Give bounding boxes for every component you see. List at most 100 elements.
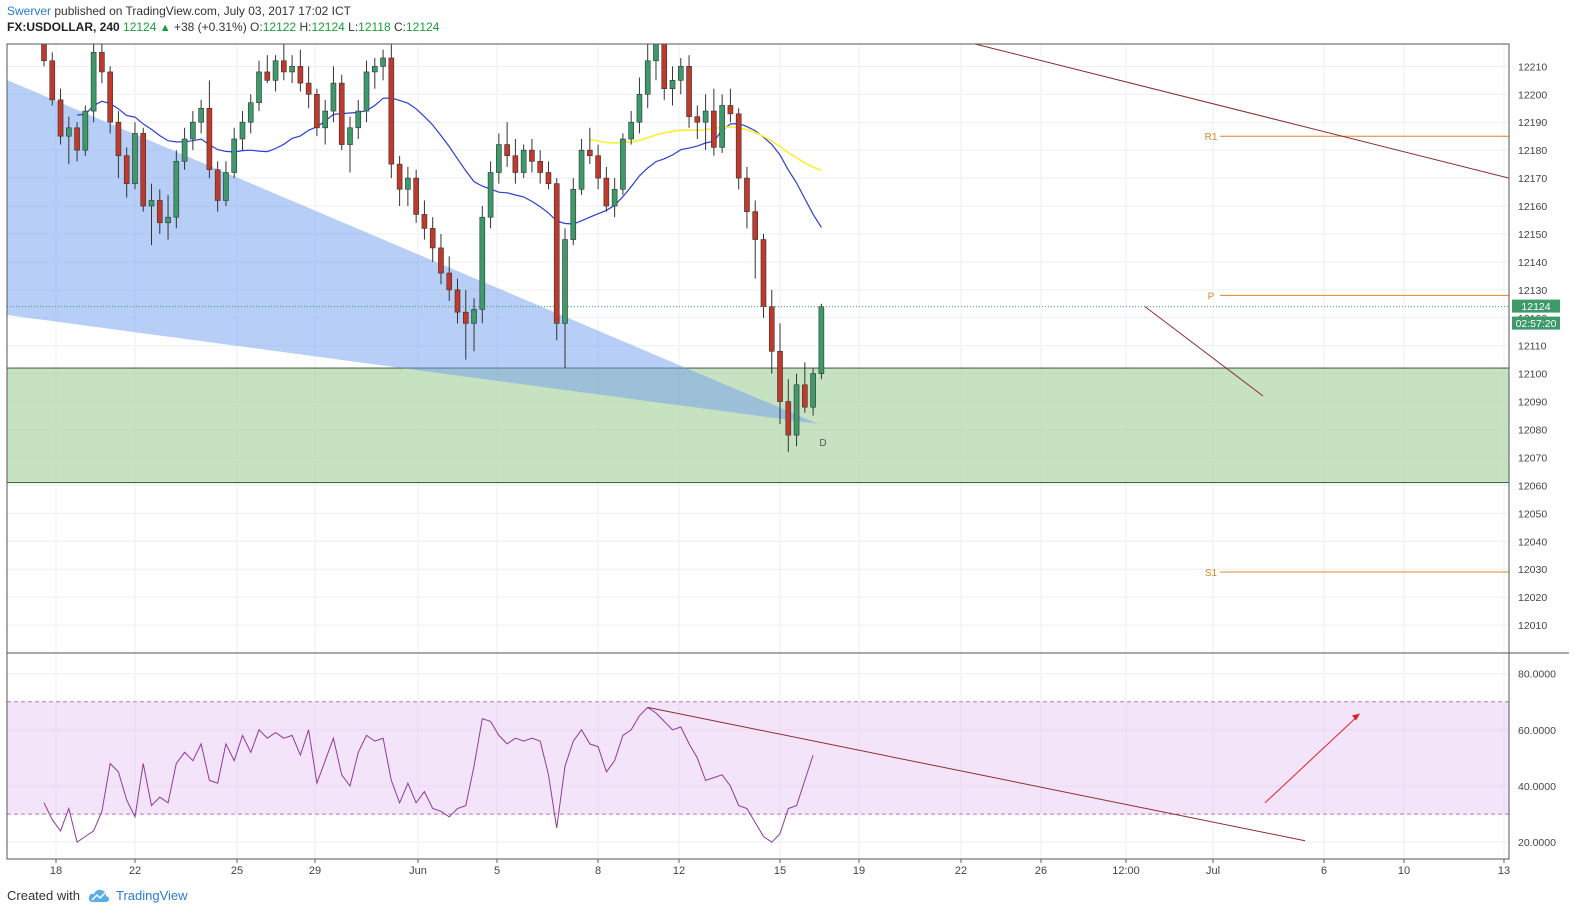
rsi-arrow-head (1352, 713, 1360, 721)
candle-body (578, 149, 585, 190)
candle-body (802, 384, 808, 408)
last-price-badge-text: 12124 (1521, 301, 1550, 313)
x-tick-label: 10 (1398, 865, 1410, 877)
candle-body (123, 155, 130, 184)
tradingview-cloud-icon (88, 889, 110, 902)
candle-body (231, 138, 238, 173)
candle-body (181, 138, 188, 162)
candle-body (165, 216, 171, 224)
x-tick-label: 18 (50, 865, 62, 877)
candle-body (99, 52, 105, 73)
candle-body (562, 239, 568, 324)
rsi-tick-label: 20.0000 (1518, 837, 1556, 849)
low-value: 12118 (358, 20, 391, 34)
y-tick-label: 12110 (1518, 341, 1547, 353)
candle-body (677, 66, 684, 81)
candle-body (148, 200, 155, 207)
candle-body (156, 200, 163, 224)
candle-body (529, 149, 535, 162)
y-tick-label: 12040 (1518, 536, 1547, 548)
price-chart[interactable]: 18 22 25 29 Jun 5 8 12 15 19 22 26 12:00 Jul 6 10 13 1201… (0, 0, 1577, 880)
y-tick-label: 12050 (1518, 508, 1547, 520)
candle-body (777, 350, 783, 402)
trendline-minor (1144, 306, 1264, 397)
candle-body (347, 127, 353, 145)
candle-body (752, 211, 759, 240)
y-tick-label: 12070 (1518, 452, 1547, 464)
y-tick-label: 12130 (1518, 285, 1547, 297)
x-tick-label: 22 (129, 865, 141, 877)
open-value: 12122 (262, 20, 297, 34)
low-label: L: (348, 20, 359, 34)
y-tick-label: 12030 (1518, 564, 1547, 576)
x-tick-label: 22 (955, 865, 967, 877)
candle-body (711, 110, 717, 148)
candle-body (206, 107, 213, 171)
last-price-badge (1512, 299, 1560, 313)
candle-body (496, 144, 502, 173)
trendline-major (974, 44, 1509, 179)
last-price: 12124 (123, 20, 157, 34)
candle-body (247, 102, 254, 123)
candle-body (760, 239, 767, 307)
high-value: 12124 (311, 20, 345, 34)
x-tick-label: 12 (673, 865, 685, 877)
candle-body (504, 144, 510, 157)
rsi-tick-label: 80.0000 (1518, 669, 1556, 681)
rsi-arrow-line (1264, 715, 1359, 804)
candle-body (41, 44, 47, 62)
candle-body (281, 60, 287, 73)
open-label: O: (250, 20, 263, 34)
ma-fast-line (77, 97, 822, 228)
candle-body (603, 177, 610, 207)
candle-body (355, 110, 362, 129)
support-zone (7, 367, 1509, 484)
candle-body (305, 82, 312, 95)
candle-body (330, 82, 337, 112)
footer: Created with TradingView (7, 888, 188, 903)
author-link[interactable]: Swerver (7, 4, 52, 18)
candle-body (132, 133, 138, 184)
countdown-badge-text: 02:57:20 (1516, 318, 1557, 330)
candle-body (462, 311, 469, 324)
candle-body (553, 183, 560, 324)
candle-body (338, 82, 345, 145)
x-tick-label: 5 (494, 865, 500, 877)
countdown-badge (1512, 316, 1560, 330)
candle-body (636, 93, 643, 123)
y-tick-label: 12180 (1518, 145, 1547, 157)
candle-body (744, 177, 750, 212)
rsi-pane (7, 673, 1509, 844)
candle-body (371, 66, 378, 73)
candle-body (479, 216, 486, 310)
close-value: 12124 (406, 20, 440, 34)
candle-body (719, 105, 725, 148)
x-tick-label: 13 (1498, 865, 1510, 877)
x-tick-label: 15 (774, 865, 786, 877)
x-tick-label: 26 (1035, 865, 1047, 877)
candle-body (686, 66, 692, 117)
candle-body (380, 57, 386, 67)
rsi-trendline (647, 706, 1306, 842)
tradingview-link[interactable]: TradingView (115, 888, 188, 903)
candle-body (570, 188, 577, 240)
rsi-tick-label: 40.0000 (1518, 781, 1556, 793)
x-tick-label: Jun (409, 865, 427, 877)
candle-body (413, 177, 419, 215)
candle-body (653, 44, 659, 62)
candle-body (66, 127, 72, 137)
candle-body (694, 116, 701, 123)
candle-body (669, 80, 676, 89)
price-change: +38 (+0.31%) (173, 20, 247, 34)
candle-body (644, 60, 651, 95)
candle-body (628, 121, 634, 140)
rsi-line (43, 706, 814, 844)
pivot-label-s1: S1 (1205, 568, 1218, 579)
candle-body (363, 71, 370, 112)
pivot-label-p: P (1208, 291, 1215, 302)
candle-body (471, 309, 477, 324)
x-tick-label: 12:00 (1112, 865, 1140, 877)
x-tick-label: 25 (231, 865, 243, 877)
candle-body (405, 177, 411, 190)
candle-body (223, 172, 229, 201)
